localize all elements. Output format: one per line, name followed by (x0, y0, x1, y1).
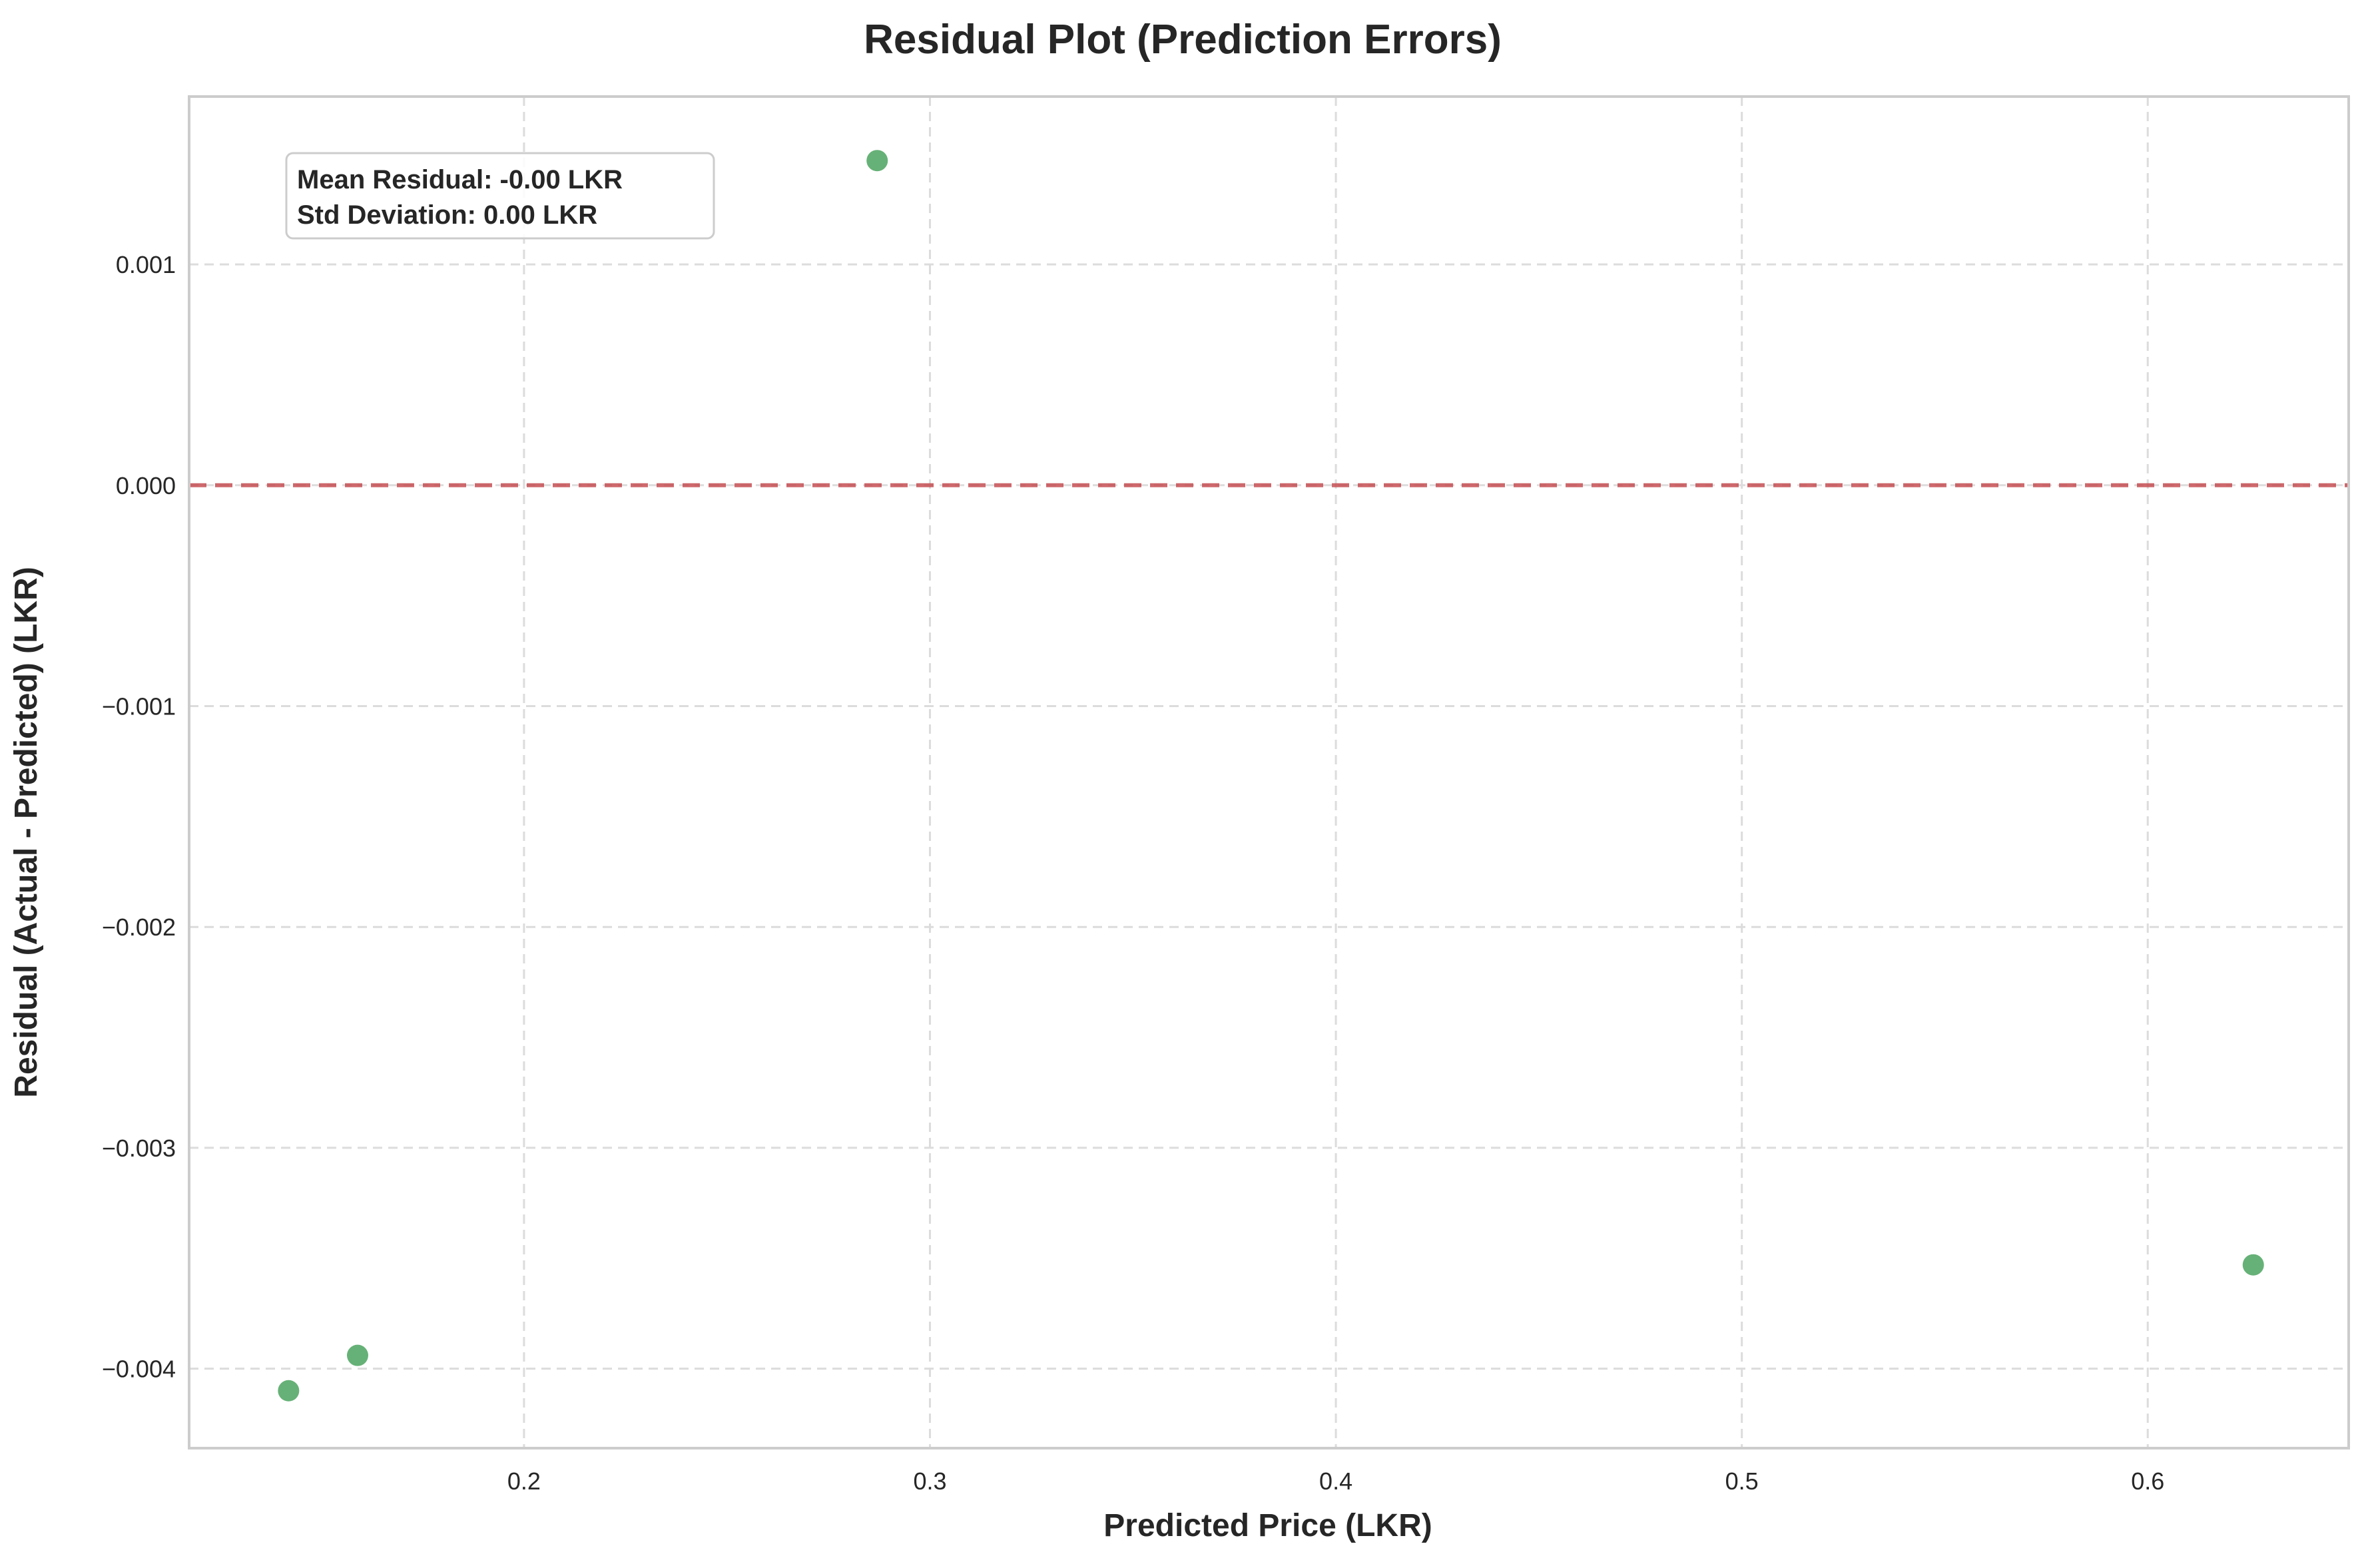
x-tick-label: 0.6 (2131, 1467, 2164, 1495)
std-deviation-text: Std Deviation: 0.00 LKR (297, 200, 597, 230)
y-tick-label: −0.001 (102, 692, 176, 720)
grid-lines (189, 97, 2349, 1448)
chart-title: Residual Plot (Prediction Errors) (864, 17, 1502, 63)
scatter-point (866, 150, 888, 172)
mean-residual-text: Mean Residual: -0.00 LKR (297, 165, 623, 194)
stats-box (285, 152, 715, 240)
x-tick-label: 0.4 (1319, 1467, 1352, 1495)
stats-annotation: Mean Residual: -0.00 LKR Std Deviation: … (285, 152, 715, 240)
y-tick-labels: 0.001 0.000 −0.001 −0.002 −0.003 −0.004 (102, 251, 176, 1382)
x-axis-label: Predicted Price (LKR) (1103, 1508, 1432, 1543)
y-tick-label: −0.002 (102, 914, 176, 941)
scatter-point (278, 1380, 300, 1402)
scatter-points (278, 150, 2264, 1402)
plot-frame (188, 95, 2350, 1449)
y-axis-label: Residual (Actual - Predicted) (LKR) (9, 567, 44, 1097)
x-tick-label: 0.5 (1725, 1467, 1759, 1495)
y-tick-label: −0.003 (102, 1135, 176, 1162)
y-tick-label: 0.001 (116, 251, 176, 278)
scatter-point (2242, 1254, 2264, 1276)
x-tick-label: 0.2 (507, 1467, 541, 1495)
y-tick-label: −0.004 (102, 1356, 176, 1383)
scatter-point (346, 1344, 368, 1366)
x-tick-label: 0.3 (913, 1467, 946, 1495)
x-tick-labels: 0.2 0.3 0.4 0.5 0.6 (507, 1467, 2164, 1495)
y-tick-label: 0.000 (116, 472, 176, 499)
